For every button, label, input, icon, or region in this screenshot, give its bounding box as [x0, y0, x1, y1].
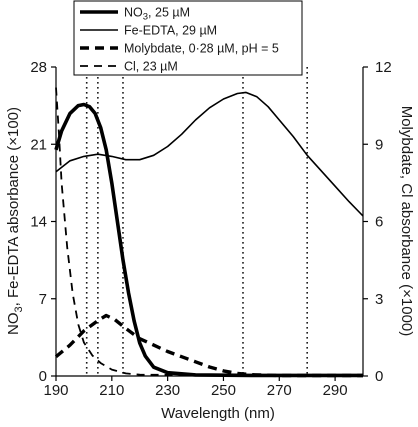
x-tick-label: 250 — [211, 382, 236, 399]
left-y-tick-label: 21 — [30, 136, 47, 153]
legend-label-1: NO3, 25 µM — [124, 6, 190, 23]
series-line-2 — [55, 91, 364, 217]
x-tick-label: 270 — [267, 382, 292, 399]
series-line-4 — [55, 87, 364, 377]
series-lines — [54, 87, 364, 378]
right-y-tick-label: 0 — [375, 368, 383, 385]
x-tick-label: 230 — [155, 382, 180, 399]
left-y-tick-label: 0 — [39, 368, 47, 385]
tick-labels: 190 210 230 250 270 290 0 7 14 21 28 0 3 6 9 12 — [30, 59, 391, 399]
series-line-1 — [54, 102, 363, 378]
x-tick-label: 190 — [43, 382, 68, 399]
series-line-3 — [54, 313, 363, 378]
right-y-axis-label: Molybdate, Cl absorbance (×1000) — [398, 106, 415, 337]
axes — [55, 67, 364, 377]
left-y-tick-label: 7 — [39, 291, 47, 308]
x-tick-label: 290 — [323, 382, 348, 399]
legend-label-2: Fe-EDTA, 29 µM — [124, 24, 217, 38]
right-y-tick-label: 3 — [375, 291, 383, 308]
x-tick-label: 210 — [99, 382, 124, 399]
right-y-tick-label: 9 — [375, 136, 383, 153]
left-y-tick-label: 28 — [30, 59, 47, 76]
right-y-tick-label: 12 — [375, 59, 392, 76]
legend-label-4: Cl, 23 µM — [124, 60, 178, 74]
x-axis-label: Wavelength (nm) — [161, 405, 275, 422]
left-y-axis-label: NO3, Fe-EDTA absorbance (×100) — [5, 107, 25, 335]
right-y-tick-label: 6 — [375, 214, 383, 231]
legend-label-3: Molybdate, 0·28 µM, pH = 5 — [124, 42, 279, 56]
left-y-tick-label: 14 — [30, 214, 47, 231]
